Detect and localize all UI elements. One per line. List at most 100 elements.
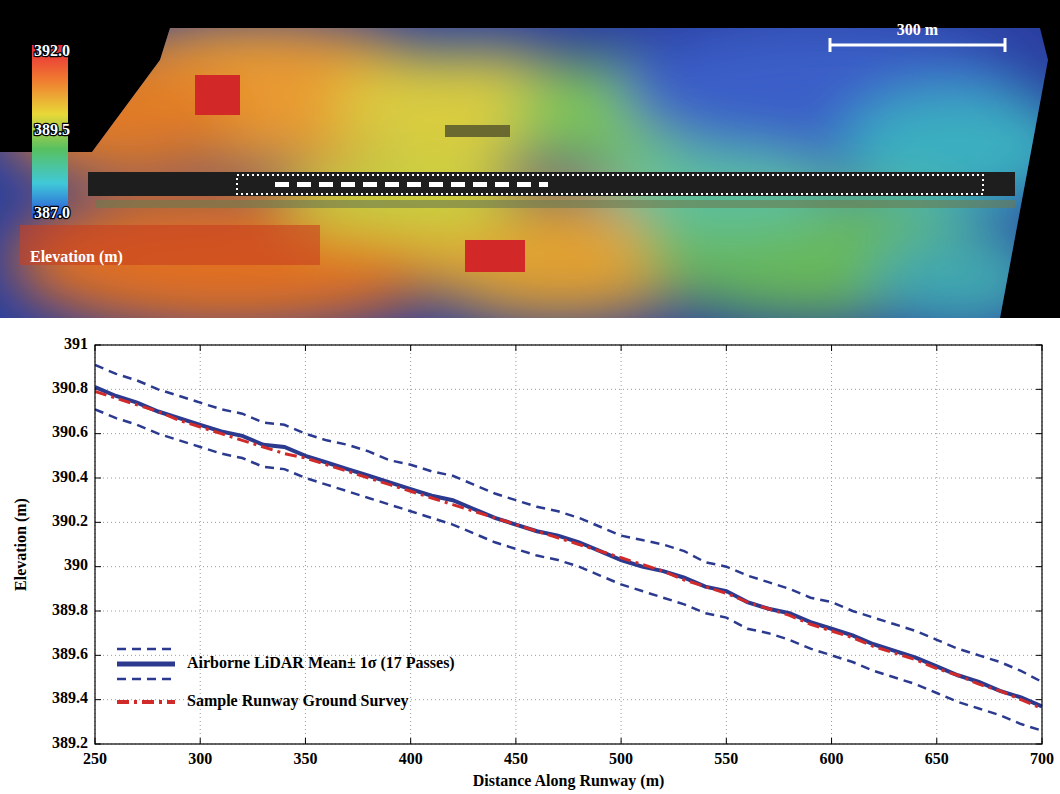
tick	[200, 345, 201, 351]
y-tick-label: 391	[64, 335, 88, 352]
tick	[621, 345, 622, 351]
profile-line	[275, 182, 548, 187]
legend: Airborne LiDAR Mean± 1σ (17 Passes) Sampl…	[117, 649, 455, 710]
grid-line	[305, 345, 306, 744]
tick	[95, 522, 101, 523]
tick	[95, 611, 101, 612]
grid-line	[95, 566, 1042, 567]
x-tick-label: 300	[188, 750, 212, 767]
y-tick-label: 390	[64, 556, 88, 573]
tick	[200, 738, 201, 744]
legend-label: Airborne LiDAR Mean± 1σ (17 Passes)	[187, 654, 455, 672]
y-tick-label: 390.6	[52, 423, 88, 440]
x-tick-label: 350	[293, 750, 317, 767]
tick	[95, 566, 101, 567]
legend-label: Sample Runway Ground Survey	[187, 692, 409, 710]
x-tick-label: 400	[399, 750, 423, 767]
apron	[20, 225, 320, 265]
y-tick-label: 389.4	[52, 689, 88, 706]
tick	[1036, 522, 1042, 523]
tick	[1036, 389, 1042, 390]
building	[465, 240, 525, 272]
survey-region	[237, 175, 983, 194]
y-tick-label: 390.2	[52, 512, 88, 529]
grid-line	[936, 345, 937, 744]
grid-line	[726, 345, 727, 744]
plot-background	[95, 345, 1042, 744]
tick	[95, 433, 101, 434]
y-tick-label: 389.2	[52, 734, 88, 751]
taxiway	[95, 200, 1015, 208]
series-line	[95, 392, 1042, 709]
tick	[831, 345, 832, 351]
tick	[1036, 566, 1042, 567]
x-axis-title: Distance Along Runway (m)	[473, 772, 665, 790]
tick	[410, 738, 411, 744]
tick	[621, 738, 622, 744]
colorbar-tick-label: 392.0	[34, 42, 70, 59]
ticks	[95, 345, 1042, 744]
tick	[515, 738, 516, 744]
data-area	[95, 365, 1042, 731]
figure: 392.0 389.5 387.0 Elevation (m) 300 m 389.2 38…	[0, 0, 1060, 794]
legend-symbol	[117, 648, 175, 651]
y-tick-label: 389.8	[52, 601, 88, 618]
scale-bar	[830, 44, 1005, 47]
grid-line	[515, 345, 516, 744]
feature	[445, 125, 510, 137]
tick	[305, 345, 306, 351]
tick	[95, 478, 101, 479]
tick	[726, 345, 727, 351]
y-tick-label: 389.6	[52, 645, 88, 662]
grid-line	[95, 478, 1042, 479]
tick	[726, 738, 727, 744]
grid	[95, 345, 1042, 744]
tick	[936, 738, 937, 744]
x-tick-label: 600	[820, 750, 844, 767]
colorbar-tick-label: 387.0	[34, 204, 70, 221]
grid-line	[831, 345, 832, 744]
colorbar-title: Elevation (m)	[30, 248, 123, 266]
x-tick-label: 650	[925, 750, 949, 767]
grid-line	[621, 345, 622, 744]
x-tick-label: 450	[504, 750, 528, 767]
tick	[1036, 478, 1042, 479]
legend-symbol	[117, 678, 175, 681]
runway	[88, 172, 1015, 196]
tick	[515, 345, 516, 351]
grid-line	[95, 522, 1042, 523]
series-line	[95, 387, 1042, 706]
legend-symbol	[117, 662, 175, 667]
tick	[1036, 655, 1042, 656]
tick	[95, 655, 101, 656]
tick	[1036, 433, 1042, 434]
tick	[410, 345, 411, 351]
x-tick-label: 500	[609, 750, 633, 767]
tick	[1036, 611, 1042, 612]
y-axis-title: Elevation (m)	[12, 498, 30, 591]
x-tick-label: 250	[83, 750, 107, 767]
scale-bar-label: 300 m	[897, 21, 939, 38]
grid-line	[200, 345, 201, 744]
sigma-lower	[95, 409, 1042, 730]
scale-bar-end	[1004, 38, 1007, 52]
grid-line	[95, 611, 1042, 612]
y-tick-label: 390.4	[52, 468, 88, 485]
tick	[831, 738, 832, 744]
legend-symbol	[117, 700, 175, 704]
tick	[305, 738, 306, 744]
scale-bar-end	[829, 38, 832, 52]
map-area	[0, 0, 1060, 330]
x-tick-label: 700	[1030, 750, 1054, 767]
tick	[1036, 699, 1042, 700]
colorbar-tick-label: 389.5	[34, 121, 70, 138]
x-tick-label: 550	[714, 750, 738, 767]
y-tick-label: 390.8	[52, 379, 88, 396]
sigma-upper	[95, 365, 1042, 682]
plot-frame	[95, 345, 1042, 744]
tick	[936, 345, 937, 351]
map-elevation-field	[0, 20, 1060, 330]
grid-line	[410, 345, 411, 744]
building	[195, 75, 240, 115]
grid-line	[95, 389, 1042, 390]
